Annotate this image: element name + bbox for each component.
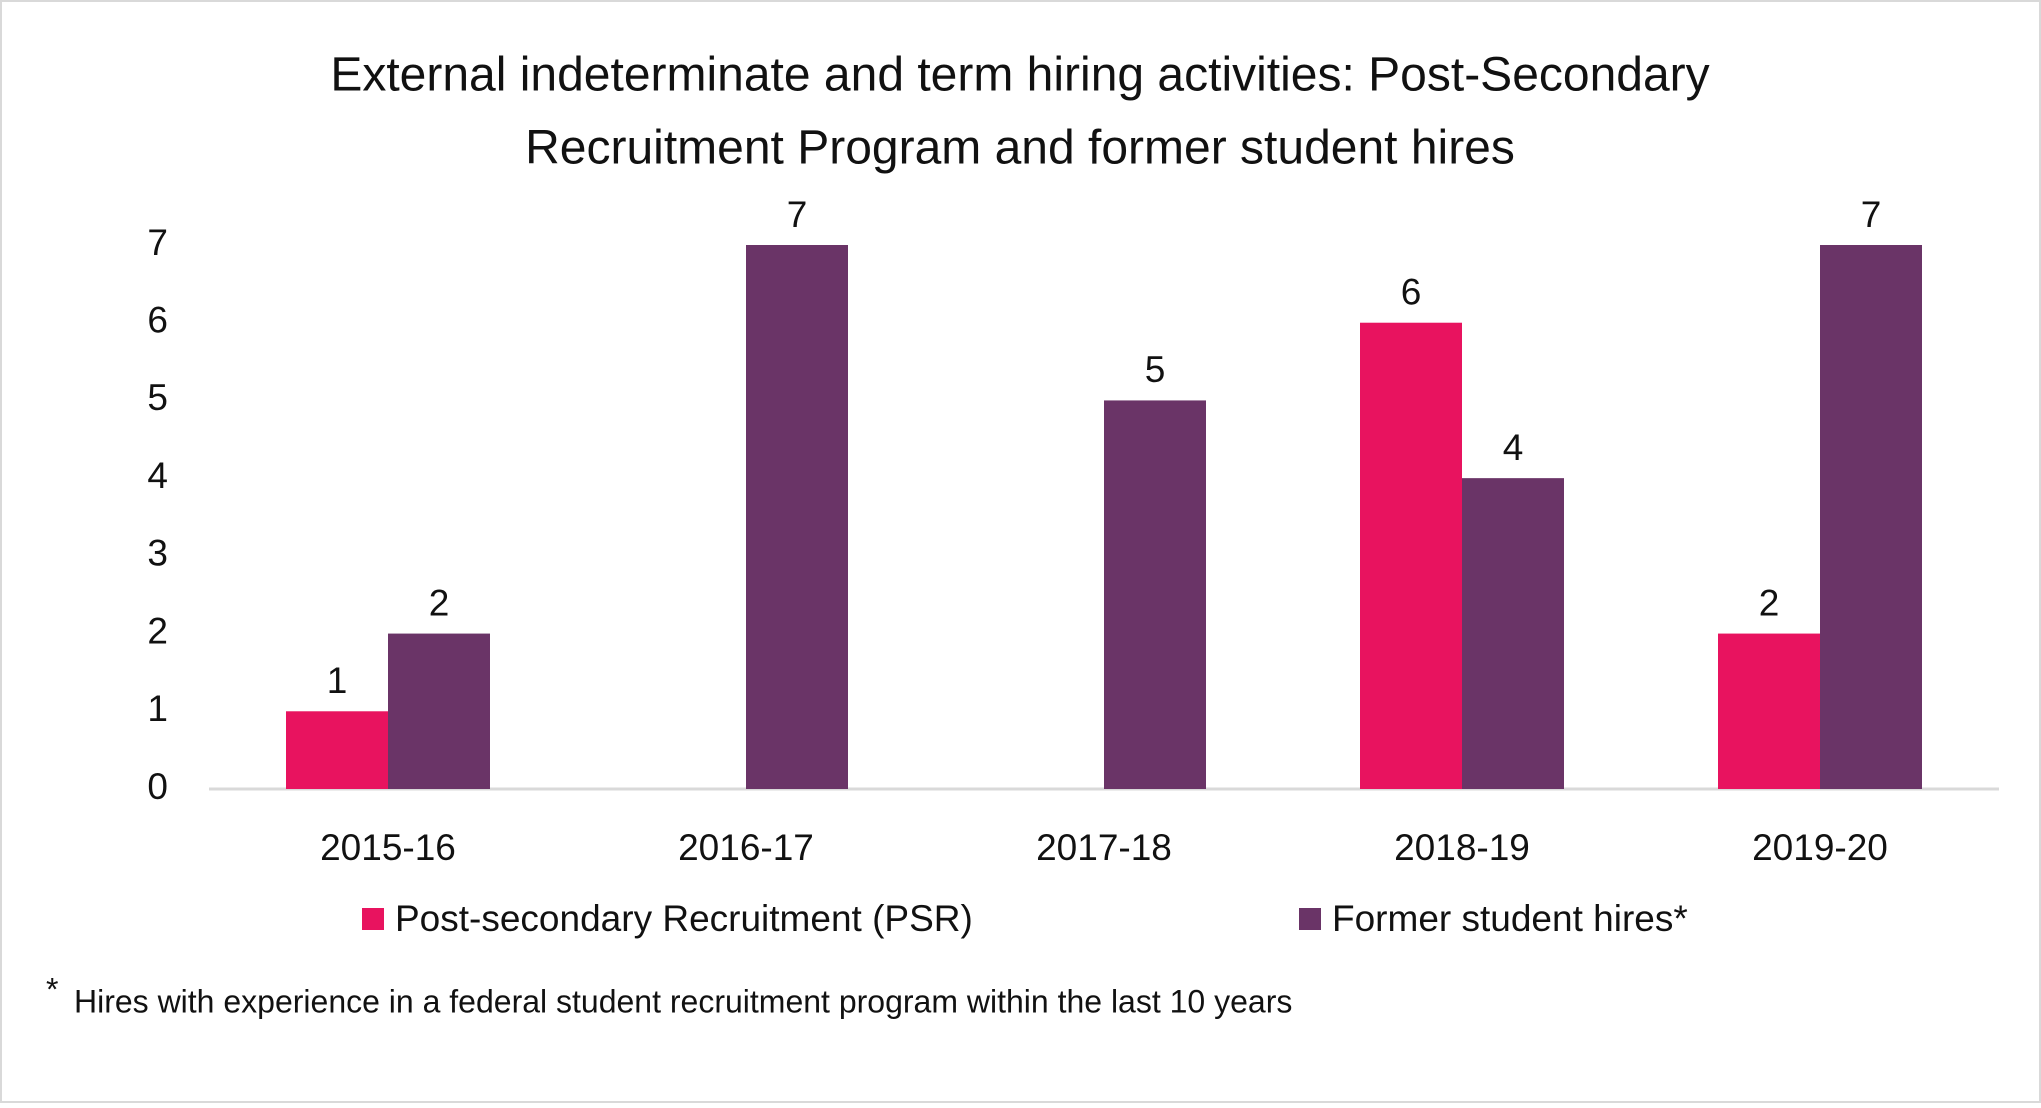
- bar: [1820, 245, 1922, 789]
- y-tick-label: 0: [147, 766, 168, 807]
- bar: [1462, 478, 1564, 789]
- value-label: 7: [1861, 194, 1882, 235]
- y-tick-label: 6: [147, 299, 168, 340]
- y-tick-label: 1: [147, 688, 168, 729]
- y-tick-label: 7: [147, 222, 168, 263]
- legend-swatch: [1299, 908, 1321, 930]
- footnote-marker: *: [46, 971, 58, 1007]
- legend-swatch: [362, 908, 384, 930]
- bar: [286, 711, 388, 789]
- bar: [388, 633, 490, 789]
- value-label: 4: [1503, 427, 1524, 468]
- value-label: 7: [787, 194, 808, 235]
- x-tick-label: 2018-19: [1394, 827, 1530, 868]
- footnote-text: Hires with experience in a federal stude…: [74, 983, 1292, 1019]
- x-tick-label: 2015-16: [320, 827, 456, 868]
- value-label: 1: [327, 660, 348, 701]
- y-tick-label: 4: [147, 455, 168, 496]
- bar: [746, 245, 848, 789]
- x-tick-label: 2019-20: [1752, 827, 1888, 868]
- y-tick-label: 3: [147, 533, 168, 574]
- y-tick-label: 2: [147, 610, 168, 651]
- value-label: 5: [1145, 349, 1166, 390]
- value-label: 2: [1759, 582, 1780, 623]
- chart-title: External indeterminate and term hiring a…: [330, 49, 1709, 102]
- value-label: 2: [429, 582, 450, 623]
- y-tick-label: 5: [147, 377, 168, 418]
- bar: [1718, 633, 1820, 789]
- value-label: 6: [1401, 271, 1422, 312]
- legend-label: Former student hires*: [1332, 898, 1688, 939]
- bar: [1360, 322, 1462, 789]
- legend-label: Post-secondary Recruitment (PSR): [395, 898, 973, 939]
- x-tick-label: 2017-18: [1036, 827, 1172, 868]
- bar: [1104, 400, 1206, 789]
- x-tick-label: 2016-17: [678, 827, 814, 868]
- chart-title: Recruitment Program and former student h…: [525, 122, 1515, 175]
